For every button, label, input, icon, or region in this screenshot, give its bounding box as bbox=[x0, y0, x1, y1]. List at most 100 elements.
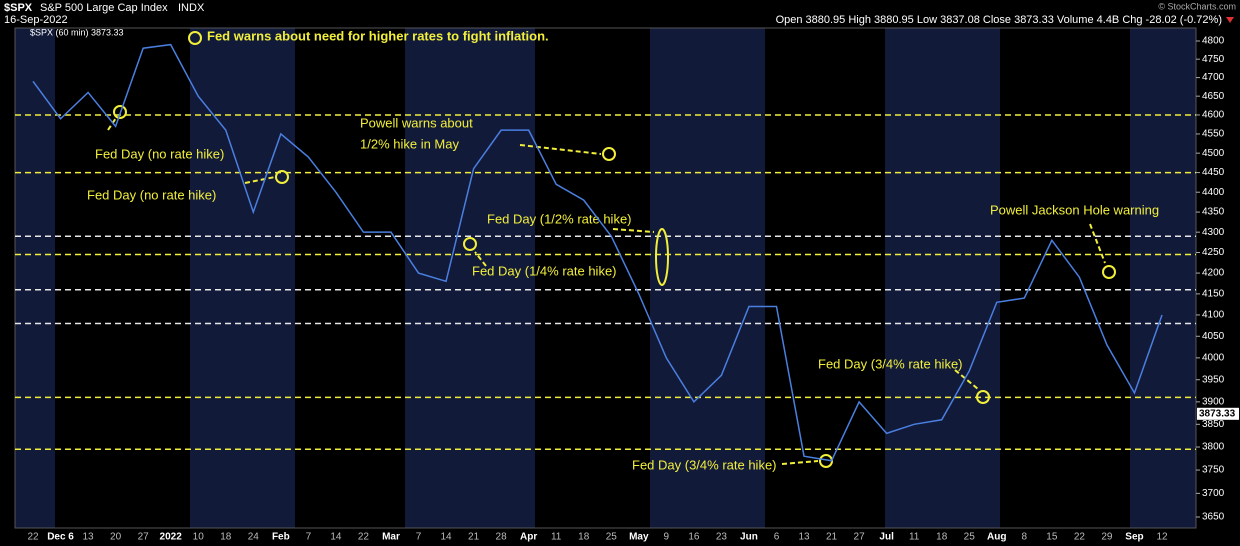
symbol: $SPX bbox=[4, 2, 33, 14]
circle bbox=[188, 31, 202, 45]
x-tick-label: 8 bbox=[1022, 532, 1028, 543]
date: 16-Sep-2022 bbox=[4, 14, 68, 26]
last-price-label: 3873.33 bbox=[1199, 408, 1236, 419]
y-tick-label: 3650 bbox=[1202, 512, 1225, 523]
annotation: Fed Day (1/2% rate hike) bbox=[487, 211, 632, 226]
y-tick-label: 3800 bbox=[1202, 442, 1225, 453]
annotation: Fed Day (no rate hike) bbox=[87, 187, 216, 202]
x-tick-label: May bbox=[629, 532, 649, 543]
y-tick-label: 4200 bbox=[1202, 268, 1225, 279]
y-tick-label: 4600 bbox=[1202, 110, 1225, 121]
x-tick-label: 20 bbox=[110, 532, 122, 543]
x-tick-label: 12 bbox=[1156, 532, 1168, 543]
oval bbox=[655, 228, 669, 286]
x-tick-label: 13 bbox=[798, 532, 810, 543]
circle bbox=[976, 390, 990, 404]
credit: © StockCharts.com bbox=[1158, 1, 1236, 11]
y-tick-label: 4400 bbox=[1202, 187, 1225, 198]
y-tick-label: 4350 bbox=[1202, 207, 1225, 218]
x-tick-label: 18 bbox=[936, 532, 948, 543]
y-tick-label: 4050 bbox=[1202, 331, 1225, 342]
x-tick-label: Apr bbox=[520, 532, 537, 543]
y-tick-label: 3900 bbox=[1202, 397, 1225, 408]
annotation: Fed Day (1/4% rate hike) bbox=[472, 263, 617, 278]
circle bbox=[463, 237, 477, 251]
x-tick-label: 16 bbox=[688, 532, 700, 543]
arrow bbox=[107, 117, 1106, 465]
month-shading bbox=[15, 28, 1196, 528]
x-tick-label: Jul bbox=[879, 532, 894, 543]
quote: Open 3880.95 High 3880.95 Low 3837.08 Cl… bbox=[776, 14, 1222, 26]
last-price-box bbox=[1197, 407, 1239, 420]
x-tick-label: 14 bbox=[440, 532, 452, 543]
y-tick-label: 4650 bbox=[1202, 91, 1225, 102]
annotation: Powell Jackson Hole warning bbox=[990, 202, 1159, 217]
x-tick-label: 15 bbox=[1046, 532, 1058, 543]
x-tick-label: Aug bbox=[987, 532, 1006, 543]
y-tick-label: 4500 bbox=[1202, 148, 1225, 159]
x-tick-label: 6 bbox=[774, 532, 780, 543]
x-tick-label: 25 bbox=[606, 532, 618, 543]
y-tick-label: 4300 bbox=[1202, 227, 1225, 238]
band bbox=[885, 28, 1000, 528]
y-tick-label: 4800 bbox=[1202, 36, 1225, 47]
band bbox=[405, 28, 535, 528]
band bbox=[1130, 28, 1196, 528]
x-tick-label: 24 bbox=[248, 532, 260, 543]
annotation: 1/2% hike in May bbox=[360, 136, 459, 151]
x-tick-label: 11 bbox=[909, 532, 920, 543]
exchange: INDX bbox=[178, 2, 205, 14]
y-tick-label: 4250 bbox=[1202, 247, 1225, 258]
annotation: Fed Day (no rate hike) bbox=[95, 146, 224, 161]
circle bbox=[275, 170, 289, 184]
x-tick-label: 22 bbox=[1074, 532, 1086, 543]
x-tick-label: 27 bbox=[854, 532, 866, 543]
x-tick-label: Jun bbox=[740, 532, 758, 543]
x-tick-label: 27 bbox=[138, 532, 150, 543]
y-tick-label: 4150 bbox=[1202, 289, 1225, 300]
y-tick-label: 3700 bbox=[1202, 488, 1225, 499]
x-tick-label: 25 bbox=[964, 532, 976, 543]
x-tick-label: 7 bbox=[306, 532, 312, 543]
annotation: Fed Day (3/4% rate hike) bbox=[818, 356, 963, 371]
y-tick-label: 4550 bbox=[1202, 129, 1225, 140]
y-tick-label: 4750 bbox=[1202, 54, 1225, 65]
plot-frame bbox=[14, 27, 1197, 529]
y-tick-label: 4700 bbox=[1202, 72, 1225, 83]
x-tick-label: Feb bbox=[272, 532, 290, 543]
x-tick-label: 29 bbox=[1101, 532, 1113, 543]
circle bbox=[113, 105, 127, 119]
index-name: S&P 500 Large Cap Index bbox=[40, 2, 168, 14]
x-tick-label: 22 bbox=[358, 532, 370, 543]
x-tick-label: 2022 bbox=[160, 532, 183, 543]
annotation: Fed Day (3/4% rate hike) bbox=[632, 457, 777, 472]
x-tick-label: 18 bbox=[220, 532, 232, 543]
x-tick-label: 28 bbox=[496, 532, 508, 543]
band bbox=[190, 28, 295, 528]
band bbox=[15, 28, 55, 528]
x-tick-label: Mar bbox=[382, 532, 400, 543]
x-tick-label: 9 bbox=[664, 532, 670, 543]
circle bbox=[602, 147, 616, 161]
legend: $SPX (60 min) 3873.33 bbox=[30, 27, 124, 37]
y-tick-label: 4450 bbox=[1202, 167, 1225, 178]
x-tick-label: Sep bbox=[1125, 532, 1143, 543]
y-tick-label: 3950 bbox=[1202, 374, 1225, 385]
x-tick-label: 10 bbox=[193, 532, 205, 543]
x-tick-label: Dec 6 bbox=[47, 532, 74, 543]
price-line bbox=[32, 43, 1163, 462]
annotation-marks bbox=[107, 31, 1116, 468]
x-tick-label: 23 bbox=[716, 532, 728, 543]
y-tick-label: 3750 bbox=[1202, 465, 1225, 476]
x-tick-label: 22 bbox=[27, 532, 39, 543]
circle bbox=[1102, 265, 1116, 279]
down-arrow bbox=[1226, 17, 1234, 23]
annotation: Powell warns about bbox=[360, 115, 473, 130]
x-tick-label: 21 bbox=[468, 532, 480, 543]
x-tick-label: 14 bbox=[330, 532, 342, 543]
annotation: Fed warns about need for higher rates to… bbox=[207, 28, 549, 43]
x-tick-label: 13 bbox=[83, 532, 95, 543]
y-tick-label: 4100 bbox=[1202, 310, 1225, 321]
